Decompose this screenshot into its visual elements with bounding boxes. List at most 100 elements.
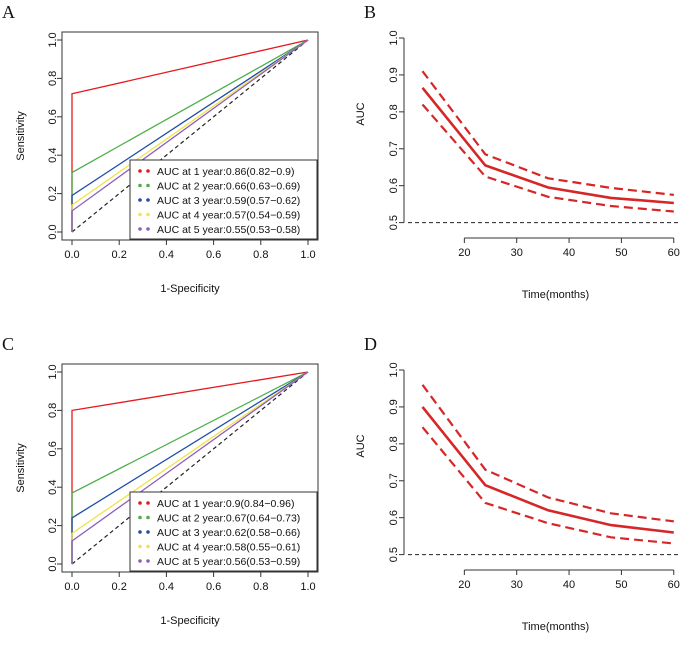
y-tick-label: 0.4	[47, 148, 59, 163]
legend-marker	[138, 544, 142, 549]
y-axis-label: AUC	[355, 102, 367, 125]
x-tick-label: 0.0	[64, 581, 79, 593]
x-tick-label: 0.6	[206, 249, 221, 261]
legend-marker	[146, 227, 150, 231]
legend-entry: AUC at 1 year:0.86(0.82−0.9)	[157, 166, 294, 178]
y-tick-label: 1.0	[388, 362, 400, 377]
y-tick-label: 0.0	[47, 224, 59, 239]
legend-entry: AUC at 4 year:0.57(0.54−0.59)	[157, 210, 300, 222]
y-tick-label: 0.7	[388, 141, 400, 156]
y-axis-label: Sensitivity	[15, 443, 27, 493]
x-axis-label: Time(months)	[522, 289, 589, 301]
legend-entry: AUC at 3 year:0.62(0.58−0.66)	[157, 527, 300, 539]
auc-line	[421, 86, 674, 205]
y-tick-label: 0.9	[388, 399, 400, 414]
x-tick-label: 0.2	[112, 581, 127, 593]
legend-marker	[146, 544, 150, 549]
roc-curve-5-year	[71, 371, 309, 564]
legend-entry: AUC at 2 year:0.66(0.63−0.69)	[157, 181, 300, 193]
legend-marker	[146, 198, 150, 202]
x-tick-label: 40	[563, 247, 575, 259]
roc-chart-a: 0.0 0.2 0.4 0.6 0.8 1.0 0.0 0.2 0.4 0.6 0.8 1.0 1-Sp…	[15, 31, 319, 295]
legend-marker	[146, 515, 150, 520]
x-tick-label: 0.8	[253, 581, 268, 593]
legend-box	[129, 491, 318, 572]
x-tick-label: 0.6	[206, 581, 221, 593]
panel-b-letter: B	[364, 2, 377, 22]
y-tick-label: 0.6	[47, 109, 59, 124]
legend-marker	[138, 198, 142, 202]
legend-marker	[146, 530, 150, 534]
plot-frame	[61, 363, 319, 573]
legend-marker	[138, 501, 142, 505]
legend-marker	[138, 169, 142, 173]
x-tick-label: 50	[615, 579, 627, 591]
legend-marker	[138, 212, 142, 217]
legend-marker	[146, 559, 150, 563]
y-tick-label: 1.0	[47, 32, 59, 47]
panel-c: C 0.0 0.2 0.4 0.6 0.8 1.0 0.0 0.2 0.4 0.6 0.8 1.0 1-…	[0, 332, 342, 665]
y-tick-label: 0.8	[47, 71, 59, 86]
x-tick-label: 0.0	[64, 249, 79, 261]
legend-entry: AUC at 5 year:0.56(0.53−0.59)	[157, 556, 300, 568]
y-tick-label: 0.8	[388, 436, 400, 451]
reference-diagonal	[71, 371, 309, 565]
x-tick-label: 60	[668, 579, 680, 591]
y-tick-label: 0.6	[388, 510, 400, 525]
legend-marker	[146, 501, 150, 505]
panel-c-letter: C	[2, 334, 15, 354]
y-tick-label: 0.5	[388, 215, 400, 230]
x-tick-label: 0.2	[112, 249, 127, 261]
legend-entry: AUC at 5 year:0.55(0.53−0.58)	[157, 224, 300, 236]
y-axis-label: AUC	[355, 434, 367, 457]
x-axis-label: 1-Specificity	[160, 615, 220, 627]
y-axis-label: Sensitivity	[15, 111, 27, 161]
legend-marker	[138, 530, 142, 534]
x-tick-label: 30	[511, 579, 523, 591]
auc-line	[421, 406, 674, 534]
plot-frame	[61, 31, 319, 241]
legend-entry: AUC at 2 year:0.67(0.64−0.73)	[157, 513, 300, 525]
legend-box	[129, 159, 318, 240]
panel-b: B 20 30 40 50 60 0.5 0.6 0.7 0.8 0.9 1.0 Time(month…	[342, 0, 685, 332]
legend-marker	[138, 227, 142, 231]
y-tick-label: 0.8	[47, 403, 59, 418]
y-tick-label: 0.0	[47, 556, 59, 571]
lower-ci-line	[421, 426, 674, 545]
legend-marker	[138, 515, 142, 520]
panel-d-letter: D	[364, 334, 377, 354]
legend-marker	[146, 169, 150, 173]
x-tick-label: 1.0	[300, 581, 315, 593]
y-tick-label: 1.0	[47, 364, 59, 379]
y-tick-label: 0.8	[388, 104, 400, 119]
x-tick-label: 20	[458, 247, 470, 259]
auc-time-chart-b: 20 30 40 50 60 0.5 0.6 0.7 0.8 0.9 1.0 Time(months)…	[355, 30, 680, 301]
x-tick-label: 1.0	[300, 249, 315, 261]
x-tick-label: 60	[668, 247, 680, 259]
upper-ci-line	[421, 70, 674, 196]
panel-a: A 0.0 0.2 0.4 0.6 0.8 1.0 0.0 0.2 0.4 0.6 0.8 1.0 1-…	[0, 0, 342, 332]
legend-marker	[146, 212, 150, 217]
legend-marker	[146, 183, 150, 188]
x-tick-label: 0.4	[159, 249, 174, 261]
y-tick-label: 0.6	[388, 178, 400, 193]
x-tick-label: 20	[458, 579, 470, 591]
y-tick-label: 0.2	[47, 186, 59, 201]
legend-entry: AUC at 3 year:0.59(0.57−0.62)	[157, 195, 300, 207]
y-tick-label: 0.5	[388, 547, 400, 562]
x-tick-label: 40	[563, 579, 575, 591]
legend-entry: AUC at 4 year:0.58(0.55−0.61)	[157, 542, 300, 554]
legend-entry: AUC at 1 year:0.9(0.84−0.96)	[157, 498, 294, 510]
auc-time-chart-d: 20 30 40 50 60 0.5 0.6 0.7 0.8 0.9 1.0 Time(months)…	[355, 362, 680, 633]
x-axis-label: Time(months)	[522, 621, 589, 633]
panel-d: D 20 30 40 50 60 0.5 0.6 0.7 0.8 0.9 1.0 Time(month…	[342, 332, 685, 665]
roc-chart-c: 0.0 0.2 0.4 0.6 0.8 1.0 0.0 0.2 0.4 0.6 0.8 1.0 1-Sp…	[15, 363, 319, 627]
y-tick-label: 0.2	[47, 518, 59, 533]
legend-marker	[138, 183, 142, 188]
lower-ci-line	[421, 103, 674, 213]
y-tick-label: 0.4	[47, 480, 59, 495]
x-tick-label: 30	[511, 247, 523, 259]
legend-marker	[138, 559, 142, 563]
x-tick-label: 0.4	[159, 581, 174, 593]
x-tick-label: 0.8	[253, 249, 268, 261]
